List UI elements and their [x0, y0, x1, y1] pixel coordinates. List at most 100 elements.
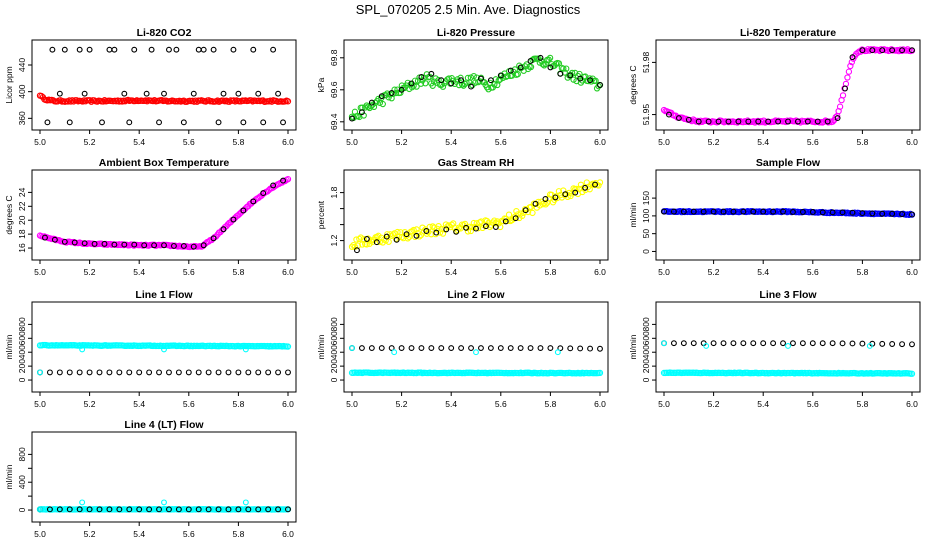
panel-title: Li-820 CO2	[137, 27, 192, 39]
series-outliers	[349, 345, 561, 356]
x-tick-label: 5.6	[183, 267, 195, 277]
x-tick-label: 5.8	[544, 399, 556, 409]
data-point	[845, 68, 853, 75]
data-point	[378, 345, 385, 351]
data-point	[391, 86, 398, 93]
data-point	[255, 506, 262, 513]
data-point	[116, 369, 123, 376]
y-tick-label: 100	[641, 209, 651, 223]
data-point	[560, 65, 567, 72]
x-tick-label: 5.2	[396, 137, 408, 147]
data-point	[470, 73, 477, 80]
data-point	[413, 83, 420, 90]
data-point	[538, 57, 545, 65]
data-point	[373, 239, 380, 246]
data-point	[770, 340, 777, 347]
data-point	[383, 233, 390, 240]
data-point	[514, 71, 521, 78]
data-point	[475, 225, 482, 232]
data-point	[589, 180, 596, 187]
data-point	[537, 54, 544, 61]
x-tick-label: 5.4	[445, 267, 457, 277]
data-point	[358, 345, 365, 351]
x-tick-label: 5.0	[346, 267, 358, 277]
data-point	[37, 369, 43, 376]
data-point	[99, 119, 105, 126]
x-tick-label: 5.2	[84, 399, 96, 409]
series-calibration	[349, 54, 603, 122]
data-point	[408, 80, 415, 87]
data-point	[86, 46, 93, 53]
y-tick-label: 1.8	[329, 186, 339, 198]
data-point	[829, 209, 836, 216]
data-point	[166, 46, 172, 53]
data-point	[597, 345, 603, 352]
x-tick-label: 6.0	[906, 137, 918, 147]
data-point	[220, 90, 227, 97]
x-tick-label: 6.0	[282, 529, 294, 539]
series-outliers	[661, 340, 873, 349]
data-point	[859, 47, 866, 54]
data-point	[270, 182, 277, 189]
panel-title: Line 3 Flow	[759, 289, 817, 301]
data-point	[357, 234, 364, 241]
x-tick-label: 5.4	[757, 137, 769, 147]
data-point	[166, 369, 172, 376]
data-point	[180, 119, 187, 126]
data-point	[824, 118, 831, 125]
data-point	[759, 118, 766, 126]
y-tick-label: 51.98	[641, 51, 651, 73]
data-point	[502, 218, 509, 225]
data-point	[250, 46, 257, 53]
data-point	[799, 209, 806, 215]
y-tick-label: 69.6	[329, 81, 339, 98]
data-point	[392, 89, 400, 97]
data-point	[195, 506, 202, 513]
data-point	[76, 369, 83, 376]
data-point	[889, 47, 896, 54]
x-tick-label: 5.4	[133, 137, 145, 147]
data-point	[248, 97, 255, 104]
data-point	[562, 191, 569, 198]
data-point	[690, 340, 697, 347]
data-point	[96, 369, 103, 376]
data-point	[259, 97, 267, 104]
data-point	[428, 70, 435, 77]
x-tick-label: 5.8	[544, 267, 556, 277]
data-point	[348, 113, 356, 120]
series-continuous	[36, 92, 292, 105]
y-tick-label: 600	[329, 331, 339, 345]
data-point	[230, 216, 237, 223]
data-point	[529, 209, 536, 217]
data-point	[417, 80, 425, 87]
y-tick-label: 800	[329, 317, 339, 331]
data-point	[195, 369, 202, 376]
data-point	[66, 506, 73, 513]
data-point	[44, 119, 51, 126]
data-point	[250, 198, 257, 205]
y-tick-label: 360	[17, 111, 27, 125]
data-point	[413, 226, 420, 233]
data-point	[111, 46, 118, 53]
data-point	[151, 242, 158, 249]
data-point	[467, 74, 475, 81]
x-tick-label: 5.0	[346, 137, 358, 147]
data-point	[710, 340, 717, 347]
data-point	[782, 207, 789, 215]
data-point	[161, 499, 167, 506]
data-point	[86, 369, 93, 376]
x-tick-label: 5.0	[658, 137, 670, 147]
data-point	[730, 208, 737, 215]
data-point	[348, 243, 356, 250]
data-point	[175, 369, 182, 376]
x-tick-label: 5.8	[544, 137, 556, 147]
data-point	[820, 118, 828, 125]
data-point	[37, 506, 43, 513]
data-point	[156, 119, 162, 126]
data-point	[596, 369, 604, 377]
x-tick-label: 5.4	[445, 137, 457, 147]
data-point	[423, 230, 430, 237]
data-point	[676, 207, 684, 215]
y-tick-label: 800	[17, 317, 27, 331]
